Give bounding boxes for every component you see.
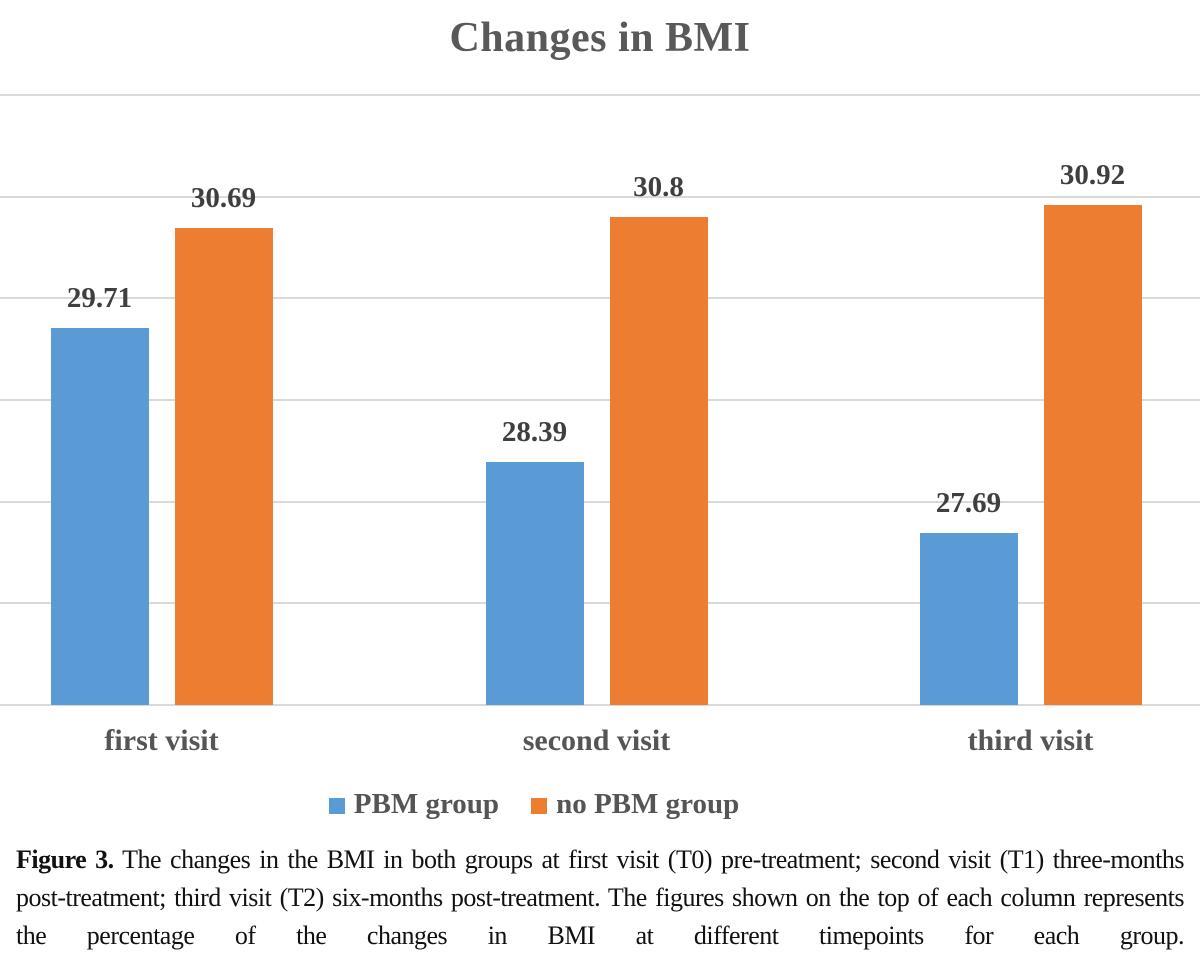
legend-label-no-pbm-group: no PBM group: [556, 788, 740, 820]
gridline-y-30: [0, 297, 1200, 300]
legend-swatch-no-pbm-group: [531, 798, 548, 814]
category-label-third-visit: third visit: [967, 724, 1094, 757]
chart-legend: PBM group no PBM group: [0, 788, 1068, 821]
category-label-first-visit: first visit: [104, 724, 219, 757]
bar-value-label-no-pbm-group-first-visit: 30.69: [190, 182, 257, 215]
gridline-y-29: [0, 399, 1200, 401]
figure-caption-label: Figure 3.: [16, 845, 114, 874]
gridline-y-27: [0, 602, 1200, 605]
legend-label-pbm-group: PBM group: [353, 788, 500, 820]
bar-pbm-group-second-visit: [485, 462, 584, 705]
gridline-y-28: [0, 500, 1200, 503]
gridline-y-31: [0, 195, 1200, 198]
bar-value-label-pbm-group-third-visit: 27.69: [935, 487, 1002, 520]
chart-title: Changes in BMI: [449, 15, 751, 61]
plot-area: 29.71 28.39 27.69 30.69 30.8 30.92: [0, 94, 1200, 706]
bar-value-label-pbm-group-second-visit: 28.39: [501, 416, 568, 449]
legend-item-pbm-group: PBM group: [328, 788, 500, 821]
bar-no-pbm-group-third-visit: [1043, 204, 1142, 705]
category-label-second-visit: second visit: [522, 724, 671, 757]
bar-no-pbm-group-first-visit: [174, 228, 273, 705]
bar-value-label-no-pbm-group-third-visit: 30.92: [1059, 158, 1126, 191]
gridline-y-32: [0, 94, 1200, 96]
legend-item-no-pbm-group: no PBM group: [531, 788, 739, 821]
bar-value-label-no-pbm-group-second-visit: 30.8: [633, 171, 684, 203]
bar-value-label-pbm-group-first-visit: 29.71: [66, 281, 133, 314]
bar-pbm-group-third-visit: [919, 533, 1018, 705]
gridline-y-26: [0, 704, 1200, 706]
legend-swatch-pbm-group: [328, 798, 345, 814]
bar-pbm-group-first-visit: [50, 327, 149, 705]
bar-no-pbm-group-second-visit: [609, 217, 708, 705]
figure-caption: Figure 3. The changes in the BMI in both…: [16, 841, 1185, 955]
figure-caption-text: The changes in the BMI in both groups at…: [16, 845, 1185, 950]
